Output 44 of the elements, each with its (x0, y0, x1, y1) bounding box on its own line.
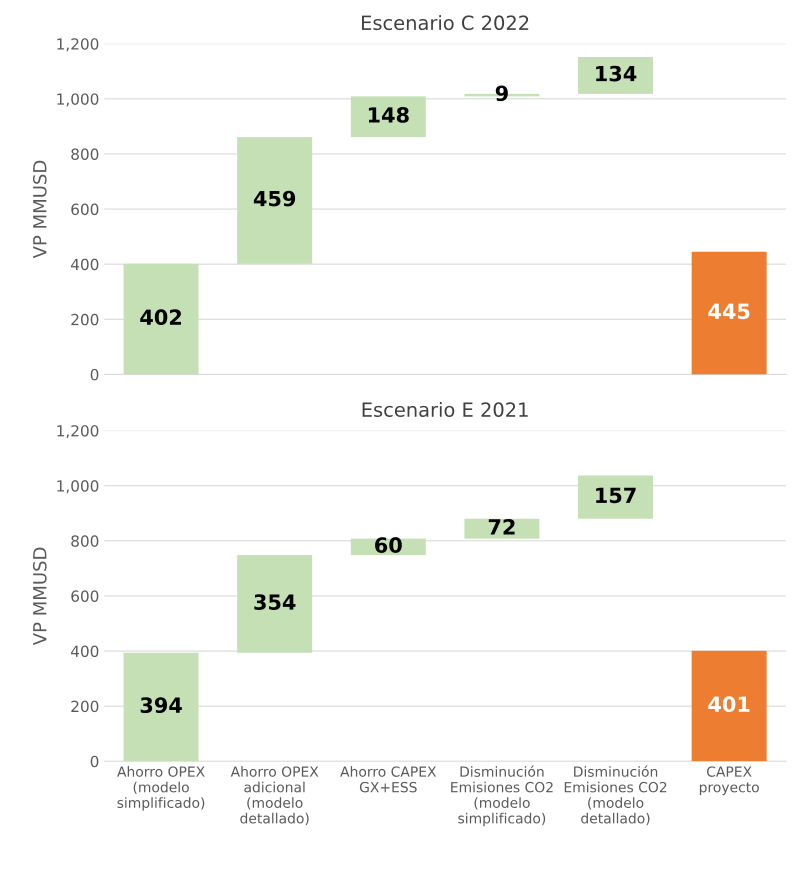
y-tick-label: 400 (70, 258, 98, 270)
data-label: 9 (496, 85, 508, 102)
data-label: 72 (488, 518, 515, 534)
data-label: 134 (596, 66, 636, 82)
data-label: 60 (375, 537, 402, 553)
x-tick-label: Ahorro OPEX (modelo simplificado) (117, 766, 205, 811)
x-tick-label: Ahorro CAPEX GX+ESS (340, 766, 436, 792)
data-label: 401 (708, 696, 750, 712)
y-tick-label: 800 (71, 535, 98, 547)
chart-title: Escenario C 2022 (362, 15, 528, 30)
data-label: 157 (596, 488, 636, 504)
y-tick-label: 200 (71, 700, 98, 712)
bar (124, 652, 199, 762)
y-tick-label: 0 (90, 756, 98, 768)
bar (237, 137, 312, 264)
y-tick-label: 1,000 (57, 93, 98, 106)
y-tick-label: 1,200 (57, 425, 98, 438)
y-axis-title: VP MMUSD (32, 160, 47, 258)
y-tick-label: 1,000 (57, 480, 98, 494)
x-tick-label: Ahorro OPEX adicional (modelo detallado) (230, 766, 318, 826)
data-label: 402 (140, 309, 181, 326)
y-tick-label: 400 (70, 646, 98, 658)
y-tick-label: 600 (71, 204, 98, 216)
bar (578, 476, 654, 519)
chart-title: Escenario E 2021 (362, 402, 528, 417)
bar (578, 56, 654, 94)
y-tick-label: 800 (71, 148, 98, 160)
y-tick-label: 600 (71, 590, 98, 602)
data-label: 445 (708, 304, 750, 320)
bar (692, 252, 767, 374)
y-tick-label: 1,200 (57, 38, 98, 52)
data-label: 148 (368, 107, 409, 123)
y-tick-label: 0 (90, 368, 98, 380)
data-label: 354 (254, 594, 296, 610)
data-label: 459 (254, 190, 296, 206)
data-label: 394 (140, 697, 182, 714)
x-tick-label: Disminución Emisiones CO2 (modelo simplificado) (451, 766, 553, 826)
x-tick-label: CAPEX proyecto (700, 766, 759, 796)
y-axis-title: VP MMUSD (32, 548, 47, 646)
bar (124, 264, 199, 374)
x-tick-label: Disminución Emisiones CO2 (modelo detallado) (564, 766, 666, 826)
bar (237, 555, 312, 653)
bar (692, 650, 767, 762)
y-tick-label: 200 (71, 314, 98, 326)
